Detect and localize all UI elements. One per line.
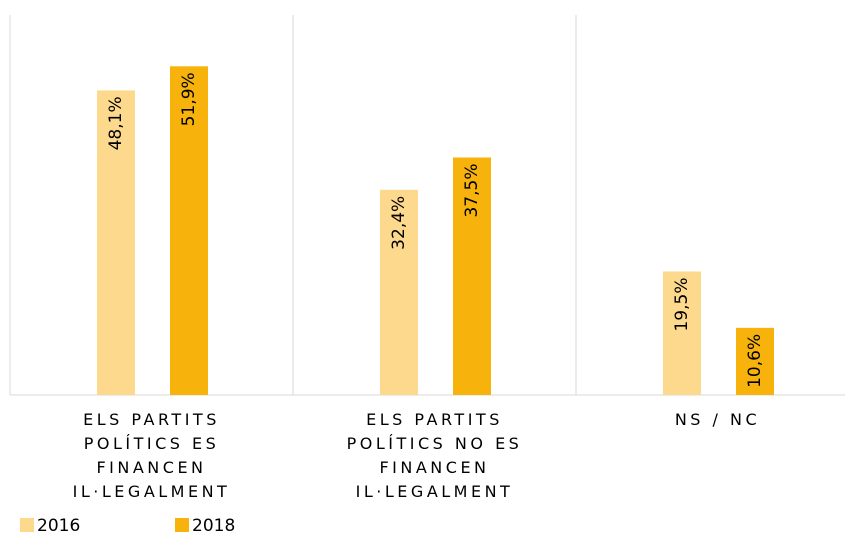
bar [736, 327, 774, 395]
bar [97, 90, 135, 395]
x-tick-label: ELS PARTITS POLÍTICS ES FINANCEN IL·LEGA… [72, 410, 231, 501]
bar [453, 157, 491, 395]
data-label: 10,6% [745, 334, 765, 388]
legend-swatch [175, 518, 189, 532]
legend-swatch [20, 518, 34, 532]
bar [663, 271, 701, 395]
x-tick-label: ELS PARTITS POLÍTICS NO ES FINANCEN IL·L… [346, 410, 523, 501]
legend-label: 2018 [192, 516, 235, 535]
data-label: 32,4% [389, 196, 409, 250]
x-tick-label: NS / NC [674, 410, 761, 429]
data-label: 19,5% [672, 278, 692, 332]
bar [170, 66, 208, 396]
data-label: 37,5% [462, 164, 482, 218]
data-label: 51,9% [179, 72, 199, 126]
legend-label: 2016 [37, 516, 80, 535]
bar [380, 189, 418, 395]
data-label: 48,1% [106, 96, 126, 150]
